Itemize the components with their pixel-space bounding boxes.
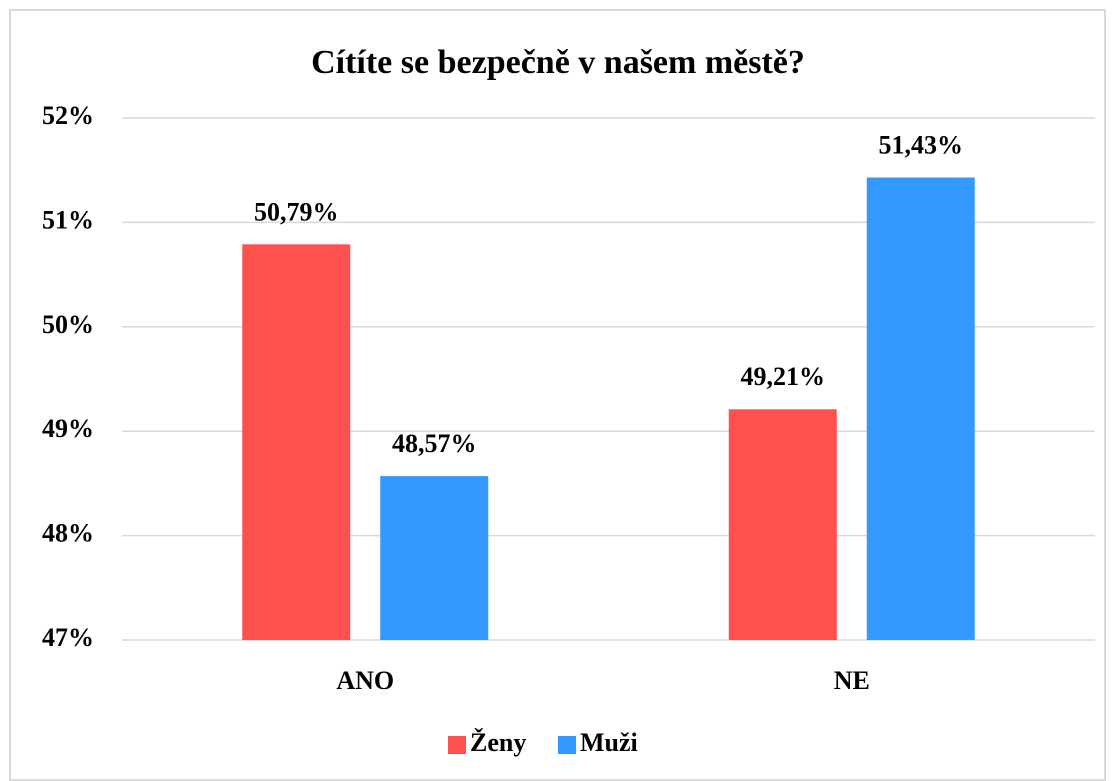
y-tick-label: 47% bbox=[42, 623, 94, 652]
legend-swatch bbox=[448, 736, 466, 754]
bar bbox=[242, 244, 351, 640]
y-tick-label: 50% bbox=[42, 310, 94, 339]
chart-title: Cítíte se bezpečně v našem městě? bbox=[311, 44, 805, 81]
y-tick-label: 48% bbox=[42, 519, 94, 548]
legend-swatch bbox=[558, 736, 576, 754]
x-tick-label: NE bbox=[834, 666, 870, 695]
data-label: 49,21% bbox=[741, 362, 826, 391]
bar bbox=[380, 476, 489, 640]
bar bbox=[728, 409, 837, 640]
x-tick-label: ANO bbox=[336, 666, 394, 695]
legend-label: Muži bbox=[580, 728, 638, 757]
data-label: 50,79% bbox=[254, 197, 339, 226]
data-label: 48,57% bbox=[392, 429, 477, 458]
y-tick-label: 52% bbox=[42, 101, 94, 130]
bar bbox=[866, 177, 975, 640]
y-tick-label: 49% bbox=[42, 414, 94, 443]
data-label: 51,43% bbox=[879, 130, 964, 159]
y-tick-label: 51% bbox=[42, 205, 94, 234]
legend-label: Ženy bbox=[470, 728, 526, 757]
